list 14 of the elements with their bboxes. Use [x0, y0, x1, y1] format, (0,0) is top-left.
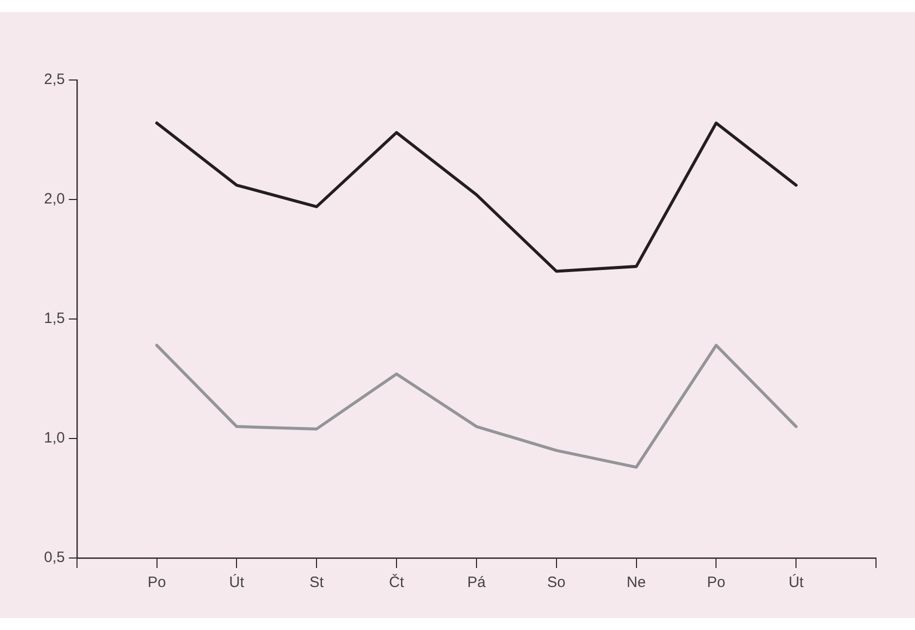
- y-tick-label: 0,5: [44, 549, 65, 566]
- y-tick-label: 2,0: [44, 190, 65, 208]
- y-tick-label: 1,5: [44, 310, 65, 328]
- x-tick-label: Po: [148, 574, 166, 592]
- x-tick-label: Út: [788, 573, 804, 592]
- x-tick-label: Čt: [389, 573, 405, 592]
- x-tick-label: So: [547, 574, 566, 592]
- x-tick-label: St: [310, 574, 325, 592]
- y-tick-label: 1,0: [44, 430, 65, 447]
- x-tick-label: Ne: [626, 574, 646, 592]
- y-tick-label: 2,5: [44, 71, 65, 88]
- x-tick-label: Po: [706, 574, 726, 592]
- x-tick-label: Pá: [467, 574, 486, 592]
- x-tick-label: Út: [229, 573, 246, 592]
